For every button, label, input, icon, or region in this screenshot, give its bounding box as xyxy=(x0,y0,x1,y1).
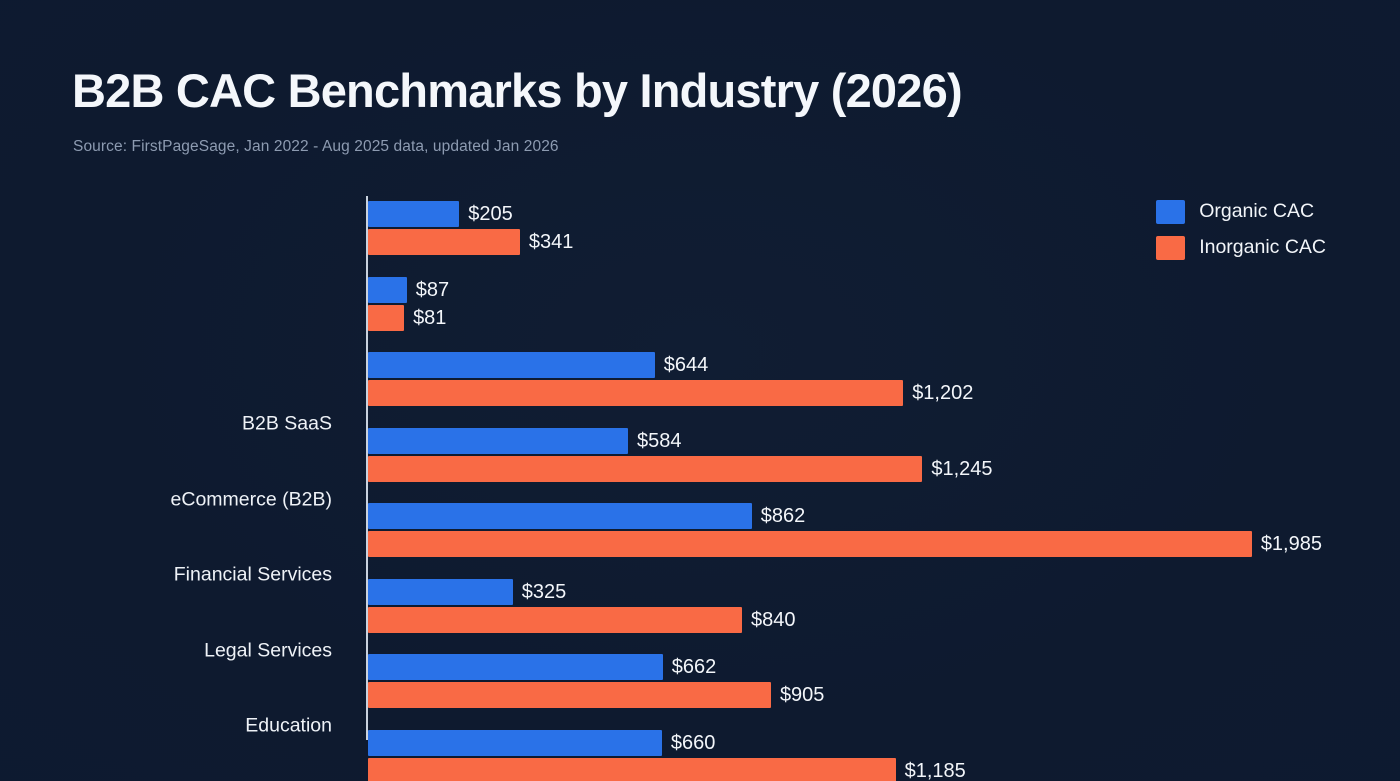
bar-inorganic[interactable] xyxy=(368,229,520,255)
legend-item[interactable]: Organic CAC xyxy=(1156,200,1314,224)
legend-item[interactable]: Inorganic CAC xyxy=(1156,236,1326,260)
bar-value-label: $325 xyxy=(521,580,567,603)
bar-inorganic[interactable] xyxy=(368,682,771,708)
chart-legend: Organic CAC Inorganic CAC xyxy=(1156,200,1326,260)
bar-group-row: $205 xyxy=(368,201,513,227)
bar-group-row: $862 xyxy=(368,503,805,529)
bar-inorganic[interactable] xyxy=(368,304,405,331)
bar-group-row: $1,185 xyxy=(368,757,966,781)
bar-group-row: $81 xyxy=(368,304,447,331)
bar-organic[interactable] xyxy=(368,427,629,454)
bar-value-label: $1,985 xyxy=(1260,533,1322,555)
bar-group-row: $660 xyxy=(368,729,716,756)
category-label: eCommerce (B2B) xyxy=(170,487,332,510)
chart-subtitle: Source: FirstPageSage, Jan 2022 - Aug 20… xyxy=(73,138,559,155)
bar-value-label: $662 xyxy=(671,656,717,678)
legend-item-label: Inorganic CAC xyxy=(1199,236,1326,259)
bar-group-row: $341 xyxy=(368,229,573,255)
bar-organic[interactable] xyxy=(368,276,407,303)
chart-title: B2B CAC Benchmarks by Industry (2026) xyxy=(72,64,963,117)
legend-item-label: Organic CAC xyxy=(1199,200,1315,223)
bar-value-label: $87 xyxy=(415,278,450,301)
bar-value-label: $862 xyxy=(760,505,806,527)
category-label: Education xyxy=(245,714,332,737)
legend-swatch-inorganic-icon xyxy=(1156,236,1186,260)
category-label: Legal Services xyxy=(204,638,332,661)
bar-value-label: $1,202 xyxy=(912,382,974,404)
bar-group-row: $584 xyxy=(368,427,682,454)
plot-area: $205 $341 $87 $81 $644 $1,202 $584 $1,245 $862 $1… xyxy=(366,196,1352,781)
bar-group-row: $840 xyxy=(368,606,796,633)
bar-value-label: $644 xyxy=(663,354,709,376)
bar-value-label: $81 xyxy=(413,306,447,329)
bar-value-label: $341 xyxy=(528,231,574,253)
bar-value-label: $1,185 xyxy=(904,759,966,781)
legend-swatch-organic-icon xyxy=(1156,200,1186,224)
bar-group-row: $1,985 xyxy=(368,531,1322,557)
bar-group-row: $662 xyxy=(368,654,716,680)
category-label: B2B SaaS xyxy=(242,412,332,435)
bar-inorganic[interactable] xyxy=(368,757,896,781)
bar-inorganic[interactable] xyxy=(368,380,904,406)
bar-group-row: $325 xyxy=(368,578,567,605)
bar-organic[interactable] xyxy=(368,503,752,529)
bar-value-label: $840 xyxy=(751,608,796,631)
bar-inorganic[interactable] xyxy=(368,531,1252,557)
category-label: Financial Services xyxy=(173,563,332,586)
bar-organic[interactable] xyxy=(368,578,513,605)
bar-value-label: $905 xyxy=(779,684,825,706)
value-axis-line xyxy=(366,196,368,740)
bar-organic[interactable] xyxy=(368,654,663,680)
bar-organic[interactable] xyxy=(368,201,460,227)
bar-organic[interactable] xyxy=(368,729,662,756)
category-axis-labels: B2B SaaS eCommerce (B2B) Financial Service… xyxy=(0,196,350,740)
bar-value-label: $1,245 xyxy=(931,457,993,480)
bar-value-label: $584 xyxy=(637,429,682,452)
bar-inorganic[interactable] xyxy=(368,606,742,633)
bar-inorganic[interactable] xyxy=(368,455,923,482)
bar-value-label: $205 xyxy=(468,203,513,225)
bar-group-row: $87 xyxy=(368,276,450,303)
bar-group-row: $1,245 xyxy=(368,455,993,482)
bar-value-label: $660 xyxy=(670,731,716,754)
bar-group-row: $1,202 xyxy=(368,380,973,406)
bar-group-row: $644 xyxy=(368,352,708,378)
bar-organic[interactable] xyxy=(368,352,655,378)
bar-group-row: $905 xyxy=(368,682,824,708)
